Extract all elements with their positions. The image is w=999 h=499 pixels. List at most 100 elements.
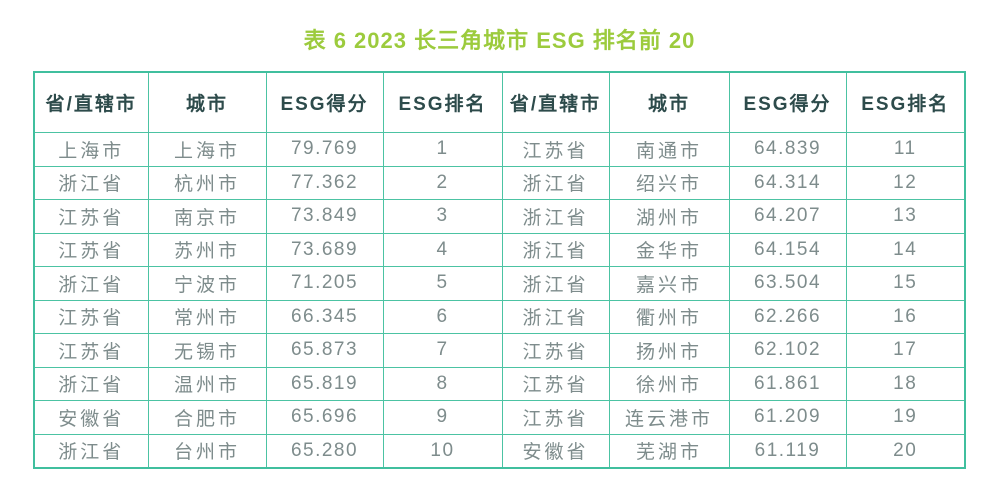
- table-cell: 江苏省: [501, 366, 610, 401]
- table-cell: 金华市: [608, 232, 730, 267]
- table-cell: 江苏省: [501, 333, 610, 368]
- table-row: 上海市 上海市 79.769 1 江苏省 南通市 64.839 11: [33, 132, 966, 167]
- table-cell: 64.207: [728, 199, 847, 234]
- table-cell: 杭州市: [147, 165, 267, 200]
- table-cell: 浙江省: [33, 433, 149, 469]
- table-cell: 13: [845, 199, 966, 234]
- table-cell: 连云港市: [608, 400, 730, 435]
- table-cell: 扬州市: [608, 333, 730, 368]
- table-cell: 台州市: [147, 433, 267, 469]
- table-cell: 14: [845, 232, 966, 267]
- table-cell: 衢州市: [608, 299, 730, 334]
- column-header: 省/直辖市: [33, 71, 149, 133]
- table-body: 上海市 上海市 79.769 1 江苏省 南通市 64.839 11 浙江省 杭州市 77.362 2…: [33, 132, 966, 469]
- table-cell: 4: [382, 232, 503, 267]
- column-header: ESG得分: [265, 71, 384, 133]
- table-cell: 3: [382, 199, 503, 234]
- table-cell: 上海市: [33, 132, 149, 167]
- table-cell: 温州市: [147, 366, 267, 401]
- table-cell: 61.119: [728, 433, 847, 469]
- table-cell: 71.205: [265, 266, 384, 301]
- table-row: 江苏省 南京市 73.849 3 浙江省 湖州市 64.207 13: [33, 199, 966, 234]
- table-cell: 20: [845, 433, 966, 469]
- table-cell: 73.689: [265, 232, 384, 267]
- table-row: 江苏省 常州市 66.345 6 浙江省 衢州市 62.266 16: [33, 299, 966, 334]
- table-cell: 江苏省: [33, 333, 149, 368]
- table-cell: 苏州市: [147, 232, 267, 267]
- table-cell: 浙江省: [501, 232, 610, 267]
- table-cell: 8: [382, 366, 503, 401]
- table-cell: 芜湖市: [608, 433, 730, 469]
- table-cell: 73.849: [265, 199, 384, 234]
- column-header: 省/直辖市: [501, 71, 610, 133]
- table-cell: 湖州市: [608, 199, 730, 234]
- table-cell: 11: [845, 132, 966, 167]
- table-cell: 嘉兴市: [608, 266, 730, 301]
- table-cell: 65.696: [265, 400, 384, 435]
- table-cell: 无锡市: [147, 333, 267, 368]
- table-cell: 浙江省: [33, 165, 149, 200]
- table-cell: 5: [382, 266, 503, 301]
- table-row: 安徽省 合肥市 65.696 9 江苏省 连云港市 61.209 19: [33, 400, 966, 435]
- table-cell: 浙江省: [501, 199, 610, 234]
- table-cell: 浙江省: [33, 266, 149, 301]
- table-cell: 62.266: [728, 299, 847, 334]
- column-header: 城市: [608, 71, 730, 133]
- table-cell: 62.102: [728, 333, 847, 368]
- table-cell: 64.154: [728, 232, 847, 267]
- table-cell: 江苏省: [501, 132, 610, 167]
- table-row: 江苏省 无锡市 65.873 7 江苏省 扬州市 62.102 17: [33, 333, 966, 368]
- table-cell: 绍兴市: [608, 165, 730, 200]
- table-cell: 宁波市: [147, 266, 267, 301]
- table-cell: 17: [845, 333, 966, 368]
- table-cell: 南通市: [608, 132, 730, 167]
- table-row: 江苏省 苏州市 73.689 4 浙江省 金华市 64.154 14: [33, 232, 966, 267]
- table-cell: 浙江省: [33, 366, 149, 401]
- table-row: 浙江省 温州市 65.819 8 江苏省 徐州市 61.861 18: [33, 366, 966, 401]
- table-cell: 19: [845, 400, 966, 435]
- table-cell: 16: [845, 299, 966, 334]
- table-cell: 65.280: [265, 433, 384, 469]
- table-cell: 64.839: [728, 132, 847, 167]
- table-cell: 1: [382, 132, 503, 167]
- table-header: 省/直辖市 城市 ESG得分 ESG排名 省/直辖市 城市 ESG得分 ESG排名: [33, 71, 966, 133]
- table-row: 浙江省 台州市 65.280 10 安徽省 芜湖市 61.119 20: [33, 433, 966, 469]
- table-cell: 65.873: [265, 333, 384, 368]
- column-header: ESG得分: [728, 71, 847, 133]
- table-cell: 安徽省: [501, 433, 610, 469]
- table-cell: 常州市: [147, 299, 267, 334]
- column-header: 城市: [147, 71, 267, 133]
- table-cell: 79.769: [265, 132, 384, 167]
- table-cell: 南京市: [147, 199, 267, 234]
- table-cell: 7: [382, 333, 503, 368]
- table-cell: 合肥市: [147, 400, 267, 435]
- table-cell: 61.861: [728, 366, 847, 401]
- table-cell: 江苏省: [33, 199, 149, 234]
- table-cell: 江苏省: [501, 400, 610, 435]
- table-cell: 6: [382, 299, 503, 334]
- column-header: ESG排名: [845, 71, 966, 133]
- table-cell: 浙江省: [501, 266, 610, 301]
- table-cell: 77.362: [265, 165, 384, 200]
- table-row: 浙江省 杭州市 77.362 2 浙江省 绍兴市 64.314 12: [33, 165, 966, 200]
- esg-ranking-table: 省/直辖市 城市 ESG得分 ESG排名 省/直辖市 城市 ESG得分 ESG排名 上海市 上海…: [33, 71, 966, 469]
- table-cell: 上海市: [147, 132, 267, 167]
- table-cell: 江苏省: [33, 299, 149, 334]
- header-row: 省/直辖市 城市 ESG得分 ESG排名 省/直辖市 城市 ESG得分 ESG排名: [33, 71, 966, 133]
- column-header: ESG排名: [382, 71, 503, 133]
- table-cell: 9: [382, 400, 503, 435]
- table-cell: 浙江省: [501, 299, 610, 334]
- table-cell: 66.345: [265, 299, 384, 334]
- table-cell: 65.819: [265, 366, 384, 401]
- table-cell: 徐州市: [608, 366, 730, 401]
- table-cell: 18: [845, 366, 966, 401]
- table-cell: 浙江省: [501, 165, 610, 200]
- table-row: 浙江省 宁波市 71.205 5 浙江省 嘉兴市 63.504 15: [33, 266, 966, 301]
- table-title: 表 6 2023 长三角城市 ESG 排名前 20: [303, 28, 696, 53]
- table-cell: 江苏省: [33, 232, 149, 267]
- table-cell: 10: [382, 433, 503, 469]
- table-cell: 安徽省: [33, 400, 149, 435]
- table-cell: 61.209: [728, 400, 847, 435]
- table-cell: 63.504: [728, 266, 847, 301]
